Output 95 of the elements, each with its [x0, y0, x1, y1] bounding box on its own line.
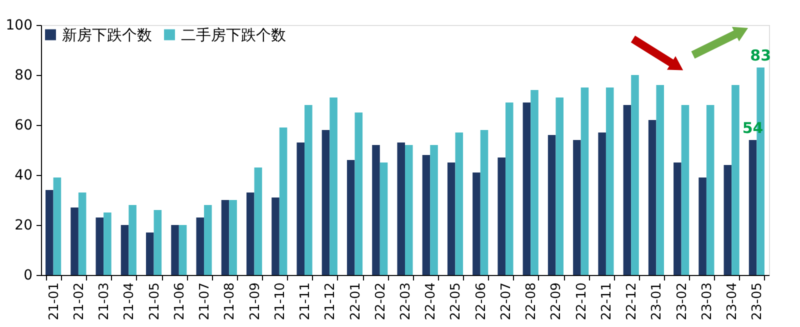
bar: [229, 200, 237, 275]
bar: [732, 85, 740, 275]
bar: [706, 105, 714, 275]
bar: [522, 102, 531, 275]
x-tick-label: 21-10: [272, 282, 288, 320]
bar: [422, 155, 430, 275]
x-tick-label: 23-02: [674, 282, 690, 320]
bar: [78, 192, 86, 275]
bar: [447, 162, 456, 275]
bar: [472, 172, 480, 275]
bar: [296, 142, 305, 275]
x-tick-label: 23-05: [750, 282, 766, 320]
bar: [548, 135, 556, 275]
bar: [178, 225, 187, 275]
y-tick-label: 100: [6, 18, 32, 34]
bar: [397, 142, 405, 275]
x-tick-label: 23-03: [700, 282, 715, 320]
bar: [204, 205, 212, 275]
bar: [96, 218, 104, 275]
x-tick-label: 22-07: [498, 282, 514, 320]
x-tick-label: 21-09: [248, 282, 263, 320]
x-tick-label: 21-06: [172, 282, 188, 320]
bar: [498, 158, 506, 275]
bar: [254, 168, 262, 275]
bar: [631, 75, 639, 275]
bar: [556, 98, 564, 275]
bar: [380, 162, 388, 275]
x-tick-label: 22-04: [424, 282, 439, 320]
x-tick-label: 22-09: [549, 282, 564, 320]
x-tick-label: 22-12: [624, 282, 640, 320]
bar: [46, 190, 54, 275]
bar: [505, 102, 514, 275]
bar: [279, 128, 288, 275]
bar: [322, 130, 330, 275]
x-tick-label: 21-04: [122, 282, 138, 320]
bar: [346, 160, 355, 275]
bar: [372, 145, 380, 275]
x-tick-label: 21-12: [323, 282, 338, 320]
bar: [53, 178, 62, 275]
bar: [146, 232, 154, 275]
bar: [455, 132, 464, 275]
x-tick-label: 23-01: [650, 282, 665, 320]
bar: [120, 225, 129, 275]
bar: [724, 165, 732, 275]
bar: [674, 162, 682, 275]
bar: [272, 198, 280, 275]
bar: [330, 98, 338, 275]
bar: [573, 140, 581, 275]
bar: [606, 88, 614, 275]
bar: [681, 105, 690, 275]
bar: [128, 205, 136, 275]
bar: [656, 85, 664, 275]
bar: [648, 120, 656, 275]
bar: [430, 145, 438, 275]
x-tick-label: 21-08: [222, 282, 238, 320]
legend-label: 新房下跌个数: [62, 26, 152, 44]
x-tick-label: 22-02: [373, 282, 388, 320]
bar: [354, 112, 363, 275]
bar: [480, 130, 488, 275]
bar: [530, 90, 538, 275]
x-tick-label: 21-02: [72, 282, 87, 320]
y-tick-label: 40: [14, 168, 32, 184]
y-tick-label: 0: [24, 268, 32, 284]
x-tick-label: 23-04: [725, 282, 740, 320]
x-tick-label: 22-08: [524, 282, 540, 320]
x-tick-label: 21-05: [147, 282, 162, 320]
x-tick-label: 22-01: [348, 282, 364, 320]
data-label: 83: [750, 46, 772, 64]
bar: [580, 88, 589, 275]
y-tick-label: 60: [14, 118, 32, 134]
bar: [246, 192, 254, 275]
x-tick-label: 22-10: [574, 282, 590, 320]
bar: [623, 105, 632, 275]
bar: [598, 132, 606, 275]
y-tick-label: 20: [14, 218, 32, 234]
bar: [698, 178, 706, 275]
x-tick-label: 21-01: [46, 282, 62, 320]
bar: [104, 212, 112, 275]
x-tick-label: 21-11: [298, 282, 314, 320]
x-tick-label: 22-06: [474, 282, 489, 320]
bar: [221, 200, 230, 275]
bar: [196, 218, 204, 275]
legend-label: 二手房下跌个数: [181, 26, 286, 44]
y-tick-label: 80: [14, 68, 32, 84]
bar: [171, 225, 179, 275]
bar: [304, 105, 312, 275]
bar: [154, 210, 162, 275]
x-tick-label: 22-03: [398, 282, 414, 320]
x-tick-label: 21-03: [97, 282, 112, 320]
bar: [70, 208, 78, 275]
bar: [748, 140, 757, 275]
x-tick-label: 22-11: [599, 282, 614, 320]
bar: [405, 145, 413, 275]
x-tick-label: 22-05: [448, 282, 464, 320]
x-tick-label: 21-07: [198, 282, 213, 320]
